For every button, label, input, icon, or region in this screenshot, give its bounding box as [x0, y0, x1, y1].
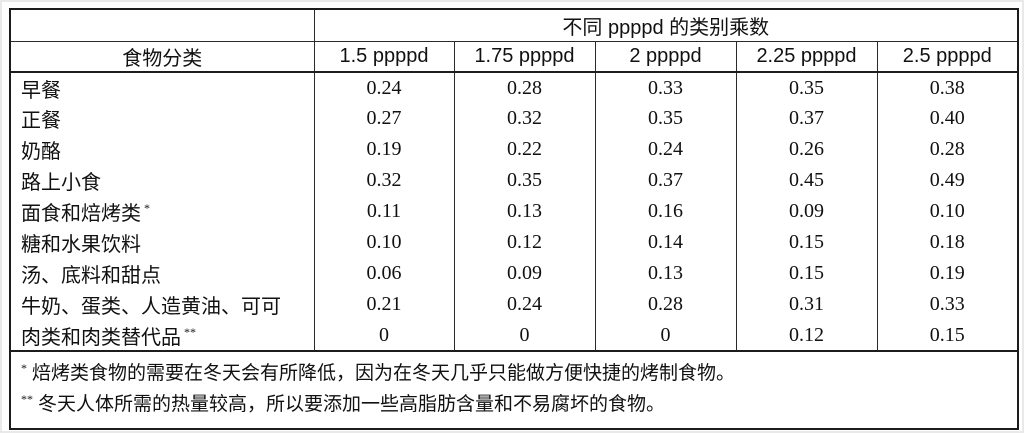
food-category-label: 正餐 — [21, 110, 61, 132]
table-title: 不同 ppppd 的类别乘数 — [313, 9, 1019, 42]
table-row: 早餐 0.24 0.28 0.33 0.35 0.38 — [10, 72, 1019, 103]
footnotes-row: * 焙烤类食物的需要在冬天会有所降低，因为在冬天几乎只能做方便快捷的烤制食物。 *… — [10, 350, 1019, 429]
table-row: 奶酪 0.19 0.22 0.24 0.26 0.28 — [10, 134, 1019, 165]
multiplier-value-cell: 0.32 — [313, 165, 454, 196]
corner-cell — [10, 9, 314, 42]
table-head: 不同 ppppd 的类别乘数 食物分类 1.5 ppppd 1.75 ppppd… — [10, 9, 1019, 73]
food-category-label: 奶酪 — [21, 141, 61, 163]
multiplier-value-cell: 0.06 — [313, 258, 454, 289]
footnote-reference-marker: * — [144, 201, 150, 216]
title-row: 不同 ppppd 的类别乘数 — [10, 9, 1019, 42]
table-row: 面食和焙烤类 * 0.11 0.13 0.16 0.09 0.10 — [10, 196, 1019, 227]
column-header-1-75-ppppd: 1.75 ppppd — [453, 41, 595, 73]
multiplier-value-cell: 0.45 — [735, 165, 877, 196]
multiplier-value-cell: 0.09 — [735, 196, 877, 227]
footnote-1-marker: * — [21, 360, 27, 375]
multiplier-value-cell: 0.10 — [876, 196, 1019, 227]
footnote-1-text: 焙烤类食物的需要在冬天会有所降低，因为在冬天几乎只能做方便快捷的烤制食物。 — [32, 363, 736, 384]
food-category-label: 汤、底料和甜点 — [21, 265, 161, 287]
food-category-label: 早餐 — [21, 79, 61, 102]
multiplier-value-cell: 0.10 — [313, 227, 454, 258]
table-body: 早餐 0.24 0.28 0.33 0.35 0.38 正餐 0.27 0.32 0.35 0.37… — [10, 72, 1019, 351]
multiplier-value-cell: 0.12 — [735, 320, 877, 351]
footnotes: * 焙烤类食物的需要在冬天会有所降低，因为在冬天几乎只能做方便快捷的烤制食物。 *… — [10, 350, 1019, 429]
multiplier-value-cell: 0.38 — [876, 72, 1019, 103]
multiplier-value-cell: 0.18 — [876, 227, 1019, 258]
multiplier-value-cell: 0.28 — [594, 289, 736, 320]
multiplier-value-cell: 0.24 — [453, 289, 595, 320]
multiplier-value-cell: 0.15 — [735, 258, 877, 289]
multiplier-value-cell: 0.22 — [453, 134, 595, 165]
multiplier-value-cell: 0.16 — [594, 196, 736, 227]
multiplier-value-cell: 0.28 — [453, 72, 595, 103]
multiplier-value-cell: 0.12 — [453, 227, 595, 258]
multiplier-value-cell: 0.33 — [876, 289, 1019, 320]
multiplier-value-cell: 0 — [313, 320, 454, 351]
food-category-cell: 汤、底料和甜点 — [10, 258, 314, 289]
multiplier-value-cell: 0.37 — [594, 165, 736, 196]
multiplier-value-cell: 0.14 — [594, 227, 736, 258]
multiplier-table: 不同 ppppd 的类别乘数 食物分类 1.5 ppppd 1.75 ppppd… — [9, 8, 1020, 430]
table-row: 牛奶、蛋类、人造黄油、可可 0.21 0.24 0.28 0.31 0.33 — [10, 289, 1019, 320]
multiplier-value-cell: 0.31 — [735, 289, 877, 320]
food-category-label: 牛奶、蛋类、人造黄油、可可 — [21, 296, 281, 318]
multiplier-value-cell: 0 — [453, 320, 595, 351]
multiplier-value-cell: 0.35 — [453, 165, 595, 196]
food-category-cell: 奶酪 — [10, 134, 314, 165]
multiplier-value-cell: 0.13 — [453, 196, 595, 227]
food-category-label: 肉类和肉类替代品 — [21, 326, 181, 349]
table-row: 路上小食 0.32 0.35 0.37 0.45 0.49 — [10, 165, 1019, 196]
multiplier-value-cell: 0.49 — [876, 165, 1019, 196]
multiplier-value-cell: 0.37 — [735, 103, 877, 134]
multiplier-value-cell: 0.27 — [313, 103, 454, 134]
column-header-food-category: 食物分类 — [10, 41, 314, 73]
multiplier-value-cell: 0.40 — [876, 103, 1019, 134]
multiplier-value-cell: 0.24 — [594, 134, 736, 165]
food-category-label: 面食和焙烤类 — [21, 203, 141, 225]
column-header-2-25-ppppd: 2.25 ppppd — [735, 41, 877, 73]
multiplier-value-cell: 0.13 — [594, 258, 736, 289]
table-row: 肉类和肉类替代品 ** 0 0 0 0.12 0.15 — [10, 320, 1019, 351]
multiplier-value-cell: 0.11 — [313, 196, 454, 227]
food-category-cell: 糖和水果饮料 — [10, 227, 314, 258]
footnote-2-marker: ** — [21, 391, 33, 406]
table-row: 正餐 0.27 0.32 0.35 0.37 0.40 — [10, 103, 1019, 134]
food-category-cell: 牛奶、蛋类、人造黄油、可可 — [10, 289, 314, 320]
multiplier-value-cell: 0.33 — [594, 72, 736, 103]
table-row: 糖和水果饮料 0.10 0.12 0.14 0.15 0.18 — [10, 227, 1019, 258]
food-category-cell: 肉类和肉类替代品 ** — [10, 320, 314, 351]
multiplier-value-cell: 0.35 — [594, 103, 736, 134]
food-category-label: 糖和水果饮料 — [21, 234, 141, 256]
food-category-cell: 路上小食 — [10, 165, 314, 196]
food-category-cell: 面食和焙烤类 * — [10, 196, 314, 227]
table-foot: * 焙烤类食物的需要在冬天会有所降低，因为在冬天几乎只能做方便快捷的烤制食物。 *… — [10, 350, 1019, 429]
column-header-2-5-ppppd: 2.5 ppppd — [876, 41, 1019, 73]
food-category-cell: 正餐 — [10, 103, 314, 134]
footnote-1: * 焙烤类食物的需要在冬天会有所降低，因为在冬天几乎只能做方便快捷的烤制食物。 — [21, 358, 1007, 389]
food-category-label: 路上小食 — [21, 172, 101, 194]
column-header-2-ppppd: 2 ppppd — [594, 41, 736, 73]
multiplier-value-cell: 0.35 — [735, 72, 877, 103]
multiplier-value-cell: 0.28 — [876, 134, 1019, 165]
footnote-reference-marker: ** — [184, 324, 196, 339]
table-row: 汤、底料和甜点 0.06 0.09 0.13 0.15 0.19 — [10, 258, 1019, 289]
footnote-2-text: 冬天人体所需的热量较高，所以要添加一些高脂肪含量和不易腐坏的食物。 — [38, 394, 666, 415]
multiplier-value-cell: 0.19 — [313, 134, 454, 165]
multiplier-value-cell: 0.15 — [735, 227, 877, 258]
multiplier-value-cell: 0.26 — [735, 134, 877, 165]
column-header-row: 食物分类 1.5 ppppd 1.75 ppppd 2 ppppd 2.25 p… — [10, 41, 1019, 73]
multiplier-value-cell: 0.15 — [876, 320, 1019, 351]
multiplier-value-cell: 0 — [594, 320, 736, 351]
footnote-2: ** 冬天人体所需的热量较高，所以要添加一些高脂肪含量和不易腐坏的食物。 — [21, 389, 1007, 420]
multiplier-value-cell: 0.09 — [453, 258, 595, 289]
multiplier-value-cell: 0.19 — [876, 258, 1019, 289]
multiplier-value-cell: 0.24 — [313, 72, 454, 103]
food-category-cell: 早餐 — [10, 72, 314, 103]
multiplier-value-cell: 0.21 — [313, 289, 454, 320]
multiplier-value-cell: 0.32 — [453, 103, 595, 134]
column-header-1-5-ppppd: 1.5 ppppd — [313, 41, 454, 73]
